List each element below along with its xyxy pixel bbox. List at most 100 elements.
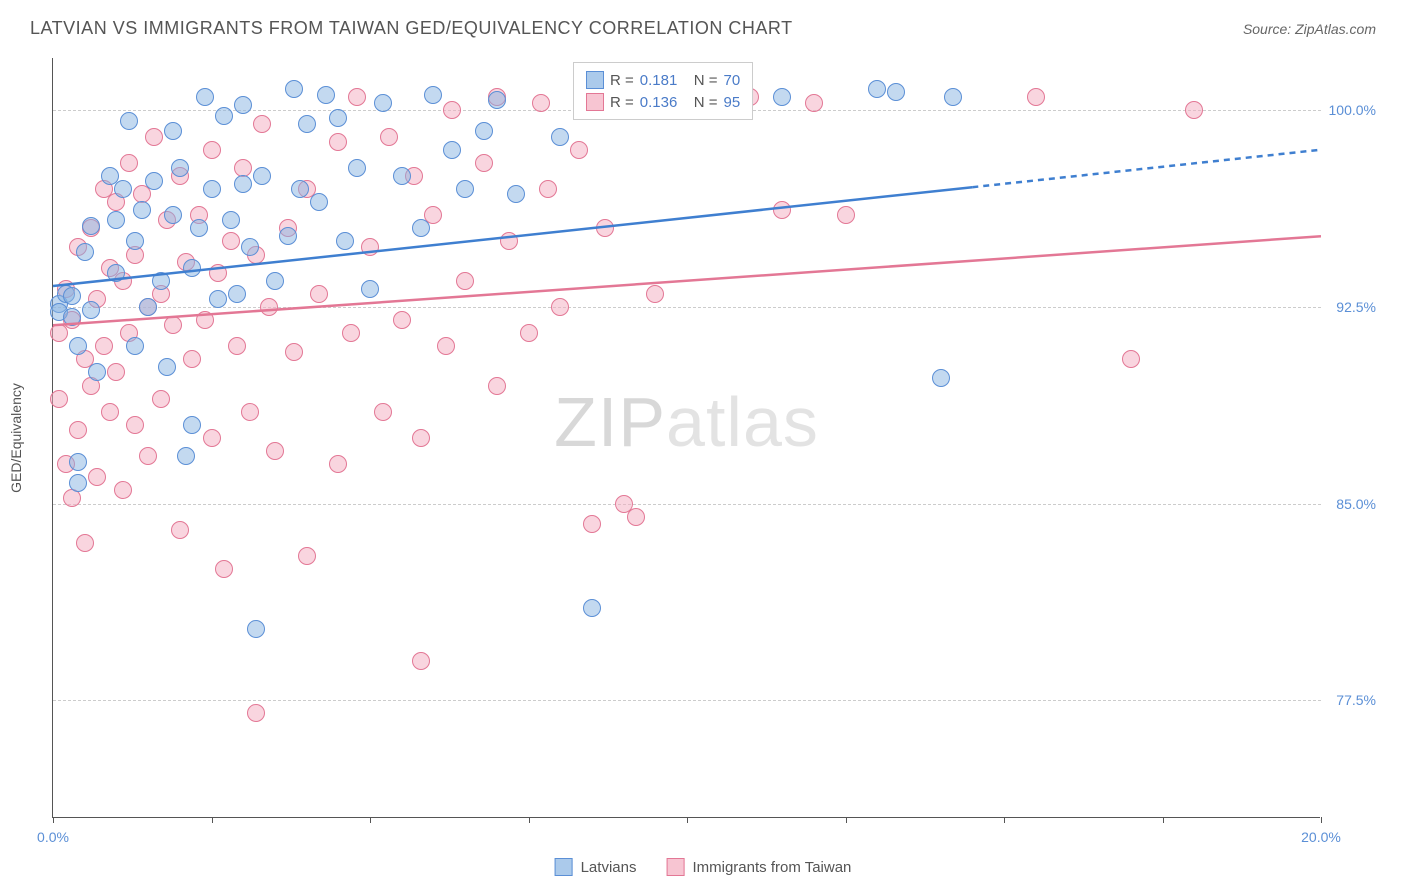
legend-item: Immigrants from Taiwan (666, 858, 851, 876)
scatter-point-blue (126, 337, 144, 355)
watermark: ZIPatlas (554, 382, 819, 462)
scatter-point-blue (177, 447, 195, 465)
scatter-point-pink (532, 94, 550, 112)
x-tick (53, 817, 54, 823)
scatter-point-pink (348, 88, 366, 106)
scatter-point-pink (101, 403, 119, 421)
scatter-point-blue (190, 219, 208, 237)
scatter-point-pink (310, 285, 328, 303)
scatter-point-blue (114, 180, 132, 198)
scatter-point-pink (342, 324, 360, 342)
scatter-point-blue (209, 290, 227, 308)
scatter-point-blue (126, 232, 144, 250)
scatter-point-blue (69, 474, 87, 492)
legend-n-label: N = (694, 72, 718, 89)
x-tick (1321, 817, 1322, 823)
legend-row: R =0.181N =70 (586, 69, 740, 91)
scatter-point-blue (374, 94, 392, 112)
y-tick-label: 100.0% (1326, 102, 1376, 118)
scatter-point-blue (164, 206, 182, 224)
legend-swatch (555, 858, 573, 876)
scatter-point-pink (329, 455, 347, 473)
scatter-point-blue (507, 185, 525, 203)
chart-container: GED/Equivalency ZIPatlas R =0.181N =70R … (52, 58, 1376, 818)
scatter-point-blue (183, 416, 201, 434)
scatter-point-pink (196, 311, 214, 329)
scatter-point-blue (336, 232, 354, 250)
scatter-point-pink (209, 264, 227, 282)
scatter-point-blue (88, 363, 106, 381)
gridline (53, 307, 1321, 308)
scatter-point-blue (253, 167, 271, 185)
scatter-point-blue (63, 287, 81, 305)
scatter-point-pink (95, 337, 113, 355)
scatter-point-pink (203, 429, 221, 447)
scatter-point-pink (456, 272, 474, 290)
scatter-point-blue (145, 172, 163, 190)
scatter-point-blue (241, 238, 259, 256)
scatter-point-blue (76, 243, 94, 261)
scatter-point-blue (475, 122, 493, 140)
scatter-point-pink (773, 201, 791, 219)
scatter-point-pink (183, 350, 201, 368)
scatter-point-blue (133, 201, 151, 219)
x-tick (370, 817, 371, 823)
legend-n-label: N = (694, 94, 718, 111)
scatter-point-blue (215, 107, 233, 125)
scatter-point-blue (152, 272, 170, 290)
legend-swatch (586, 93, 604, 111)
scatter-point-pink (596, 219, 614, 237)
legend-r-value: 0.136 (640, 94, 688, 111)
scatter-point-pink (374, 403, 392, 421)
scatter-point-blue (393, 167, 411, 185)
legend-n-value: 95 (724, 94, 741, 111)
scatter-point-blue (887, 83, 905, 101)
scatter-point-blue (69, 337, 87, 355)
scatter-point-pink (145, 128, 163, 146)
scatter-point-blue (551, 128, 569, 146)
scatter-point-pink (380, 128, 398, 146)
scatter-point-pink (228, 337, 246, 355)
scatter-point-blue (139, 298, 157, 316)
scatter-point-pink (488, 377, 506, 395)
scatter-point-pink (837, 206, 855, 224)
legend-swatch (666, 858, 684, 876)
scatter-point-pink (285, 343, 303, 361)
scatter-point-blue (82, 301, 100, 319)
scatter-point-pink (539, 180, 557, 198)
legend-label: Immigrants from Taiwan (692, 859, 851, 876)
legend-row: R =0.136N =95 (586, 91, 740, 113)
scatter-point-blue (488, 91, 506, 109)
scatter-point-blue (234, 96, 252, 114)
y-tick-label: 77.5% (1326, 692, 1376, 708)
scatter-point-pink (298, 547, 316, 565)
scatter-point-pink (551, 298, 569, 316)
scatter-point-pink (627, 508, 645, 526)
series-legend: LatviansImmigrants from Taiwan (555, 858, 852, 876)
scatter-point-blue (424, 86, 442, 104)
scatter-point-pink (114, 481, 132, 499)
scatter-point-pink (63, 489, 81, 507)
scatter-point-blue (285, 80, 303, 98)
correlation-legend: R =0.181N =70R =0.136N =95 (573, 62, 753, 120)
scatter-point-pink (222, 232, 240, 250)
scatter-point-blue (107, 211, 125, 229)
scatter-point-pink (646, 285, 664, 303)
scatter-point-pink (329, 133, 347, 151)
scatter-point-pink (164, 316, 182, 334)
scatter-point-blue (234, 175, 252, 193)
scatter-point-blue (63, 308, 81, 326)
y-axis-label: GED/Equivalency (8, 383, 24, 493)
scatter-point-pink (260, 298, 278, 316)
scatter-point-blue (171, 159, 189, 177)
scatter-point-pink (1122, 350, 1140, 368)
x-tick (1163, 817, 1164, 823)
scatter-point-blue (69, 453, 87, 471)
x-tick (529, 817, 530, 823)
scatter-point-blue (228, 285, 246, 303)
scatter-point-blue (361, 280, 379, 298)
gridline (53, 504, 1321, 505)
scatter-point-pink (1185, 101, 1203, 119)
scatter-point-pink (152, 390, 170, 408)
scatter-point-pink (215, 560, 233, 578)
